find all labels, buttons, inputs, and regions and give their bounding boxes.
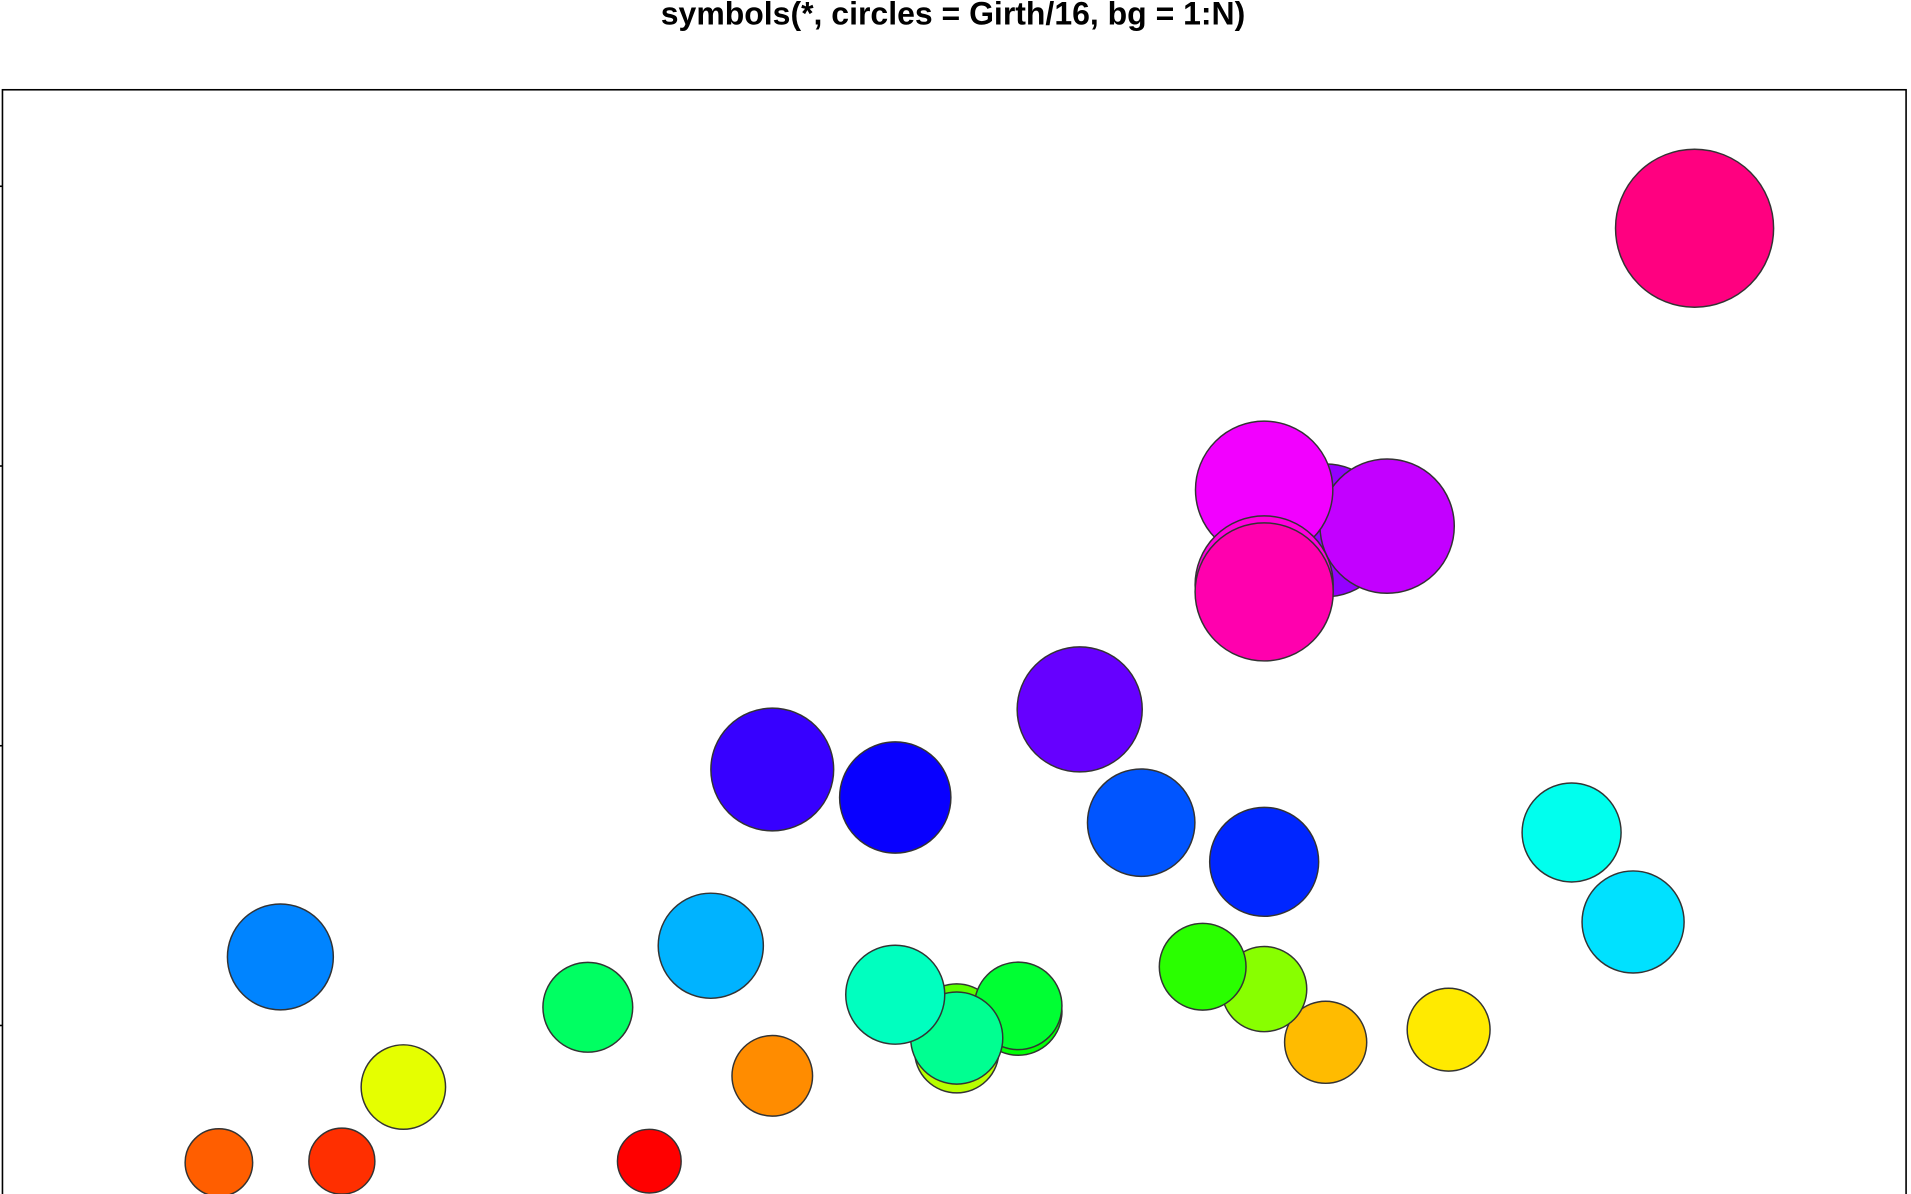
point <box>226 903 335 1011</box>
plot-box <box>1 88 1907 1194</box>
point <box>1194 522 1334 662</box>
point <box>1208 806 1320 918</box>
point <box>308 1127 376 1194</box>
point <box>838 741 952 854</box>
point <box>657 892 765 1000</box>
point <box>184 1128 254 1194</box>
point <box>360 1044 447 1130</box>
chart-title: symbols(*, circles = Girth/16, bg = 1:N) <box>661 0 1246 31</box>
point <box>845 944 946 1045</box>
point <box>1086 768 1196 878</box>
point <box>542 961 634 1053</box>
point <box>1319 458 1456 595</box>
point <box>1581 870 1685 974</box>
point <box>1614 148 1775 309</box>
point <box>1158 922 1247 1011</box>
point <box>731 1034 814 1117</box>
point <box>1406 987 1491 1072</box>
point <box>1521 782 1622 883</box>
point <box>1283 1000 1368 1085</box>
point <box>616 1128 682 1194</box>
point <box>710 707 835 832</box>
point <box>1016 646 1143 773</box>
